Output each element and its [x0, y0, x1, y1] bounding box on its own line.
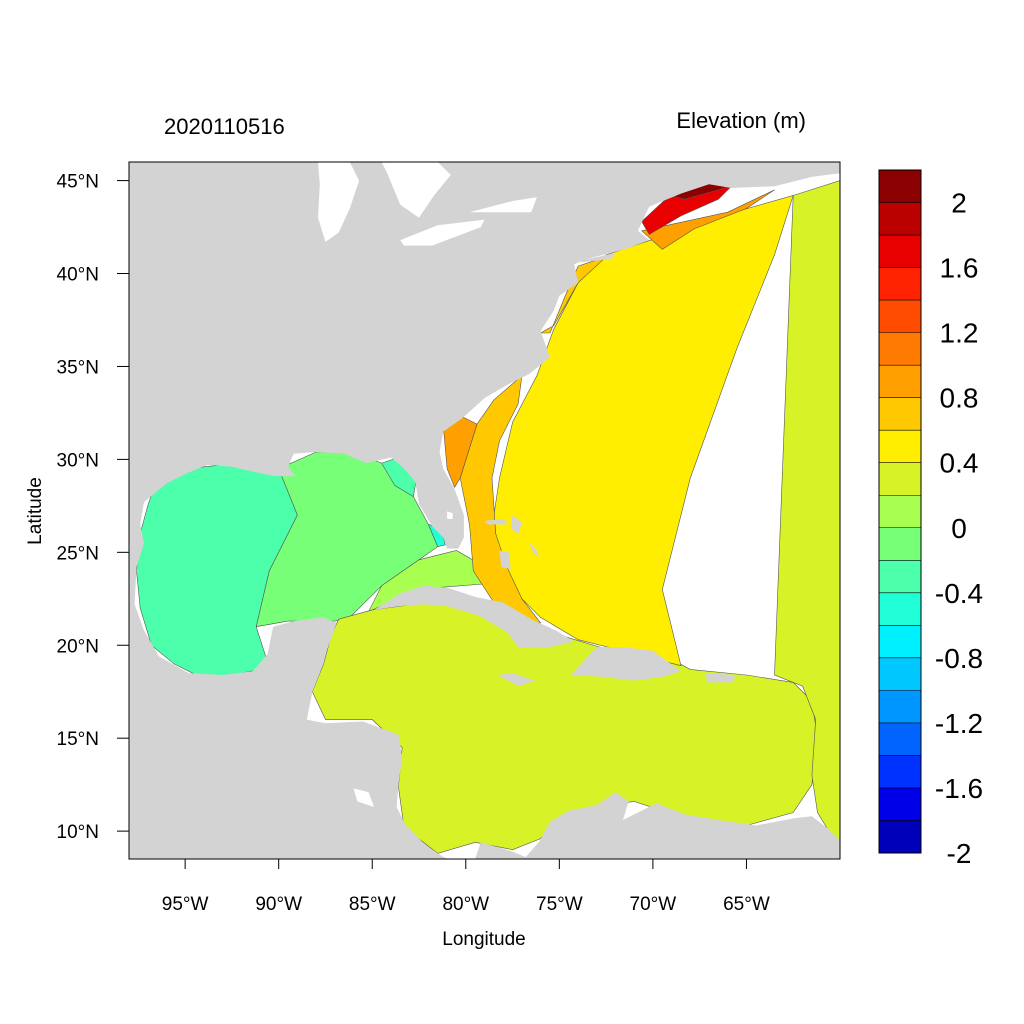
- lake-huron: [381, 162, 451, 218]
- abaco-land: [510, 515, 522, 534]
- colorbar-label: 0: [951, 513, 967, 544]
- colorbar-label: 1.2: [940, 318, 979, 349]
- atlantic-shelf-region: [459, 374, 542, 624]
- eleuthera-land: [529, 543, 539, 558]
- colorbar-frame: [878, 169, 922, 854]
- y-tick-label: 25°N: [57, 543, 99, 564]
- x-axis-title: Longitude: [442, 929, 525, 950]
- colorbar-box: [879, 202, 921, 236]
- lake-ontario: [469, 197, 537, 213]
- lake-erie: [400, 219, 485, 246]
- colorbar-box: [879, 332, 921, 366]
- x-tick-label: 90°W: [255, 894, 302, 915]
- colorbar-box: [879, 170, 921, 203]
- andros-land: [499, 550, 511, 569]
- x-tick-label: 95°W: [162, 894, 209, 915]
- colorbar-box: [879, 235, 921, 268]
- colorbar-box: [879, 267, 921, 301]
- colorbar-box: [879, 820, 921, 854]
- x-tick-label: 85°W: [349, 894, 396, 915]
- colorbar-box: [879, 787, 921, 821]
- north-america-land: [129, 162, 840, 859]
- colorbar-box: [879, 300, 921, 333]
- elevation-contour-layer: [136, 169, 840, 854]
- colorbar: 2 1.6 1.2 0.8 0.4 0 -0.4 -0.8 -1.2 -1.6 -2: [878, 169, 983, 869]
- colorbar-label: -1.2: [935, 708, 983, 739]
- mid-atlantic-shelf-region: [539, 256, 607, 334]
- map-layer: [129, 153, 840, 859]
- x-tick-label: 75°W: [536, 894, 583, 915]
- x-axis-ticks: 95°W 90°W 85°W 80°W 75°W 70°W 65°W: [162, 859, 770, 915]
- y-tick-label: 15°N: [57, 729, 99, 750]
- colorbar-label: -0.4: [935, 578, 983, 609]
- variable-label: Elevation (m): [676, 108, 806, 133]
- colorbar-box: [879, 495, 921, 529]
- x-tick-label: 70°W: [630, 894, 677, 915]
- plot-frame: [128, 161, 841, 860]
- lake-superior: [241, 153, 381, 162]
- y-tick-label: 10°N: [57, 822, 99, 843]
- colorbar-box: [879, 657, 921, 691]
- colorbar-box: [879, 397, 921, 431]
- colorbar-label: -0.8: [935, 643, 983, 674]
- y-tick-label: 40°N: [57, 265, 99, 286]
- lake-layer: [241, 153, 537, 807]
- hispaniola-land: [570, 647, 681, 681]
- date-label: 2020110516: [164, 114, 285, 139]
- colorbar-box: [879, 592, 921, 626]
- y-tick-label: 30°N: [57, 450, 99, 471]
- colorbar-label: 1.6: [940, 253, 979, 284]
- colorbar-box: [879, 625, 921, 659]
- colorbar-label: 2: [951, 188, 967, 219]
- lake-okeechobee: [447, 511, 453, 519]
- y-tick-label: 20°N: [57, 636, 99, 657]
- land-layer: [129, 162, 840, 859]
- x-tick-label: 65°W: [723, 894, 770, 915]
- y-axis-ticks: 45°N 40°N 35°N 30°N 25°N 20°N 15°N 10°N: [57, 172, 129, 843]
- colorbar-box: [879, 430, 921, 464]
- colorbar-label: -2: [947, 838, 972, 869]
- colorbar-box: [879, 690, 921, 724]
- gulf-of-maine-orange-region: [641, 189, 775, 250]
- lake-nicaragua: [353, 788, 375, 807]
- colorbar-label: -1.6: [935, 773, 983, 804]
- colorbar-label: 0.8: [940, 383, 979, 414]
- colorbar-box: [879, 365, 921, 398]
- puerto-rico-land: [705, 673, 736, 683]
- colorbar-label: 0.4: [940, 448, 979, 479]
- colorbar-box: [879, 755, 921, 789]
- colorbar-box: [879, 462, 921, 496]
- y-tick-label: 35°N: [57, 357, 99, 378]
- long-island-land: [579, 253, 616, 263]
- atlantic-east-region: [774, 180, 840, 851]
- jamaica-land: [497, 673, 535, 687]
- colorbar-box: [879, 560, 921, 594]
- grand-bahama-land: [484, 518, 507, 525]
- cuba-land: [374, 585, 575, 648]
- south-america-land: [475, 792, 840, 859]
- colorbar-box: [879, 722, 921, 756]
- y-tick-label: 45°N: [57, 172, 99, 193]
- colorbar-box: [879, 527, 921, 561]
- y-axis-title: Latitude: [25, 477, 46, 545]
- x-tick-label: 80°W: [442, 894, 489, 915]
- lake-michigan: [318, 162, 360, 242]
